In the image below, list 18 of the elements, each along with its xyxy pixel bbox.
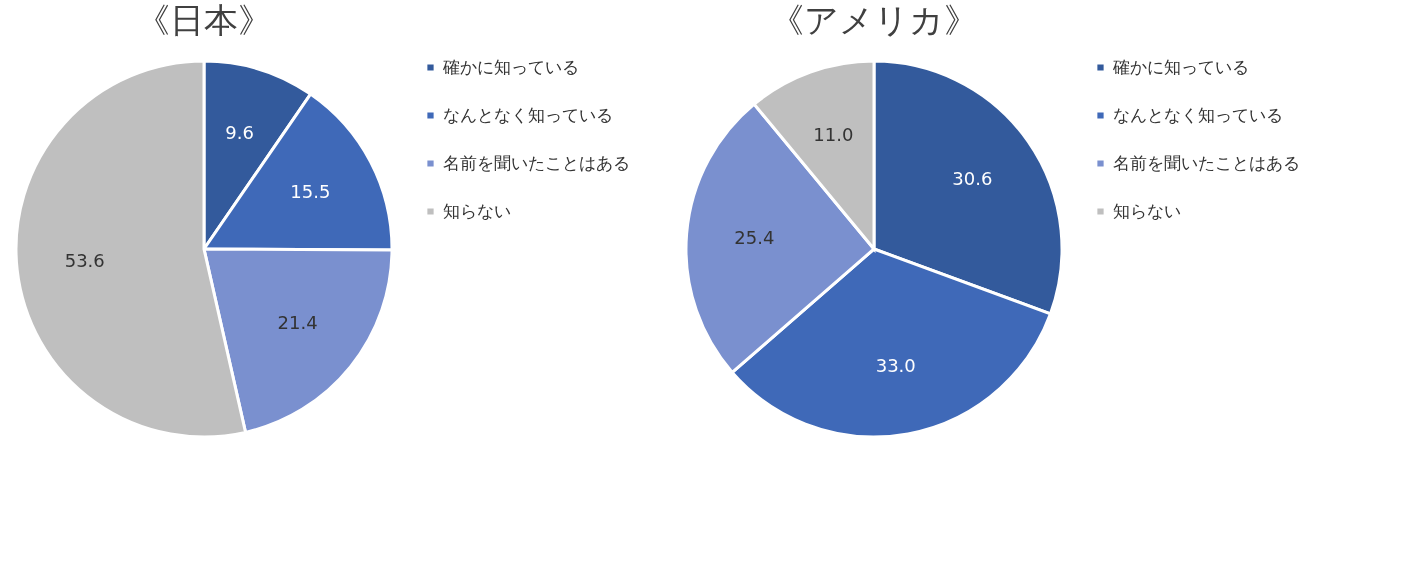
data-label: 11.0 [813, 124, 854, 146]
data-label: 25.4 [734, 227, 775, 249]
legend-label: 確かに知っている [442, 56, 579, 77]
chart-title: 《日本》 [136, 0, 272, 40]
legend-label: 知らない [443, 200, 511, 221]
legend-label: なんとなく知っている [443, 104, 613, 125]
data-label: 15.5 [290, 181, 331, 203]
data-label: 30.6 [952, 168, 993, 190]
data-label: 21.4 [277, 312, 318, 334]
legend-label: 名前を聞いたことはある [443, 152, 630, 173]
legend-label: 確かに知っている [1112, 56, 1249, 77]
data-label: 33.0 [875, 355, 916, 377]
legend-label: 名前を聞いたことはある [1113, 152, 1300, 173]
chart-title: 《アメリカ》 [770, 0, 978, 40]
legend-label: なんとなく知っている [1113, 104, 1283, 125]
legend-label: 知らない [1113, 200, 1181, 221]
data-label: 53.6 [64, 250, 105, 272]
data-label: 9.6 [225, 122, 254, 144]
